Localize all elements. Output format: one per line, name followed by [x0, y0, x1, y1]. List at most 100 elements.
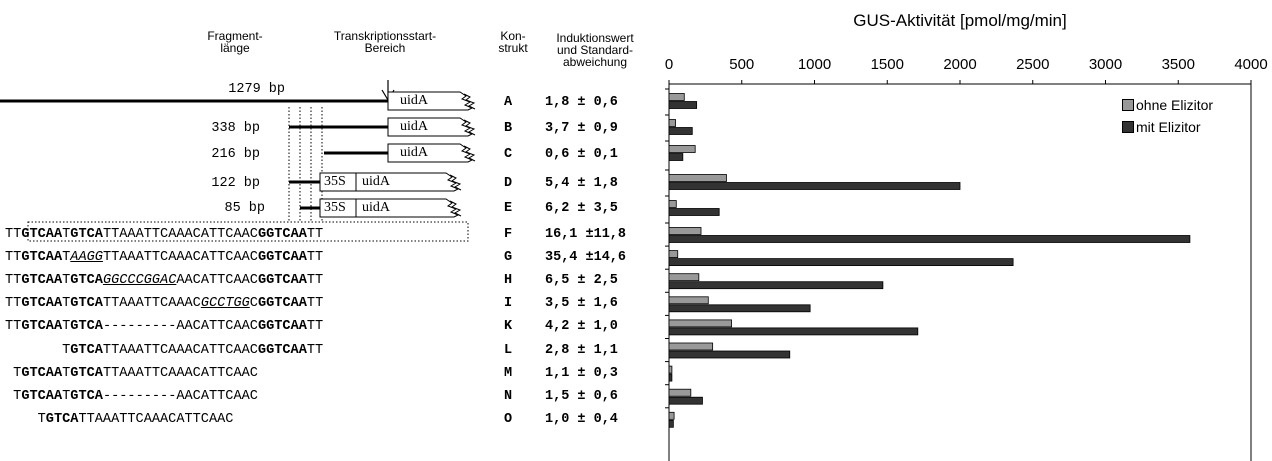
sequence-segment: T	[62, 273, 71, 289]
bar-mit-elizitor	[668, 235, 1191, 243]
induction-value: 1,8 ± 0,6	[545, 95, 618, 110]
conserved-motif: GGTCAA	[257, 273, 307, 289]
x-tick-label: 0	[665, 56, 673, 73]
conserved-motif: GTCAA	[21, 273, 63, 289]
fragment-length-header: Fragment- länge	[190, 30, 280, 54]
induction-value: 35,4 ±14,6	[545, 250, 627, 266]
conserved-motif: GGTCAA	[257, 319, 307, 335]
sequence-segment: AACATTCAAC	[176, 273, 258, 289]
sequence-segment: TTAAATTCAAAC	[102, 296, 201, 312]
x-tick-label: 3000	[1089, 56, 1122, 73]
gene-box	[319, 172, 460, 192]
gene-box-wave	[463, 119, 476, 136]
legend-label-ohne: ohne Elizitor	[1136, 97, 1214, 113]
bar-mit-elizitor	[668, 419, 674, 428]
sequence-segment: TT	[306, 296, 324, 312]
legend-swatch-ohne	[1122, 99, 1134, 111]
conserved-motif: GTCA	[70, 319, 103, 335]
sequence-segment: T	[62, 250, 71, 266]
sequence-text: TTGTCAATGTCATTAAATTCAAACATTCAACGGTCAATT	[5, 227, 323, 243]
konstrukt-label: C	[503, 147, 513, 162]
legend-label-mit: mit Elizitor	[1136, 119, 1201, 135]
conserved-motif: GGTCAA	[257, 342, 307, 358]
conserved-motif: GTCA	[70, 227, 103, 242]
legend-item-mit: mit Elizitor	[1122, 120, 1201, 134]
bar-ohne-elizitor	[668, 342, 714, 351]
induction-value: 6,5 ± 2,5	[545, 273, 618, 289]
conserved-motif: GTCAA	[21, 296, 63, 312]
box-label-35S: 35S	[324, 200, 346, 215]
sequence-segment: T	[62, 227, 71, 242]
mutated-segment: GCCTGG	[200, 296, 250, 312]
bar-mit-elizitor	[668, 127, 693, 135]
conserved-motif: GTCA	[70, 365, 103, 381]
bar-mit-elizitor	[668, 350, 791, 359]
gene-box-wave	[449, 200, 462, 217]
fragment-length-label: 1279 bp	[228, 82, 285, 97]
fragment-length-label: 338 bp	[211, 121, 260, 136]
conserved-motif: GGTCAA	[257, 227, 307, 242]
box-label-uidA: uidA	[400, 145, 428, 160]
induction-value: 3,5 ± 1,6	[545, 296, 618, 312]
bar-ohne-elizitor	[668, 388, 692, 397]
conserved-motif: GTCAA	[21, 365, 63, 381]
chart-title: GUS-Aktivität [pmol/mg/min]	[853, 11, 1067, 30]
header-line: Fragment-	[207, 29, 263, 43]
sequence-segment: TT	[306, 342, 324, 358]
bar-mit-elizitor	[668, 182, 961, 190]
header-line: Kon-	[500, 29, 526, 43]
sequence-text: TTGTCAATGTCATTAAATTCAAACGCCTGGCGGTCAATT	[5, 296, 323, 312]
sequence-text: TTGTCAATAAGGTTAAATTCAAACATTCAACGGTCAATT	[5, 250, 323, 266]
x-tick-label: 500	[729, 56, 754, 73]
induction-value: 1,1 ± 0,3	[545, 365, 618, 381]
conserved-motif: GTCA	[45, 411, 79, 427]
induction-header: Induktionswert und Standard- abweichung	[540, 32, 650, 68]
konstrukt-label: F	[503, 227, 513, 242]
konstrukt-label: K	[503, 319, 513, 335]
legend-swatch-mit	[1122, 121, 1134, 133]
induction-value: 0,6 ± 0,1	[545, 147, 618, 162]
header-line: und Standard-	[556, 43, 634, 57]
konstrukt-label: A	[503, 95, 513, 110]
conserved-motif: GTCAA	[21, 388, 63, 404]
konstrukt-label: I	[503, 296, 513, 312]
conserved-motif: GGTCAA	[257, 250, 307, 266]
bar-ohne-elizitor	[668, 119, 676, 127]
header-line: abweichung	[562, 55, 628, 69]
konstrukt-label: M	[503, 365, 513, 381]
sequence-segment: TT	[5, 227, 22, 242]
bar-mit-elizitor	[668, 153, 684, 161]
sequence-segment: ---------AACATTCAAC	[102, 319, 258, 335]
sequence-segment: T	[62, 319, 71, 335]
sequence-text: TGTCATTAAATTCAAACATTCAACGGTCAATT	[5, 343, 323, 359]
bar-mit-elizitor	[668, 208, 720, 216]
konstrukt-label: D	[503, 176, 513, 191]
konstrukt-label: O	[503, 411, 513, 427]
fragment-length-label: 216 bp	[211, 147, 260, 162]
bar-ohne-elizitor	[668, 174, 727, 182]
bar-mit-elizitor	[668, 304, 811, 313]
sequence-highlight-box	[27, 221, 469, 242]
x-tick-label: 2000	[943, 56, 976, 73]
konstrukt-label: E	[503, 201, 513, 216]
induction-value: 1,0 ± 0,4	[545, 411, 618, 427]
box-label-uidA: uidA	[400, 119, 428, 134]
x-tick-label: 1000	[798, 56, 831, 73]
header-line: länge	[220, 41, 250, 55]
x-tick-label: 1500	[871, 56, 904, 73]
bar-mit-elizitor	[668, 396, 703, 405]
header-line: strukt	[498, 41, 528, 55]
sequence-segment: T	[5, 342, 71, 358]
konstrukt-label: B	[503, 121, 513, 136]
induction-value: 6,2 ± 3,5	[545, 201, 618, 216]
bar-ohne-elizitor	[668, 93, 685, 101]
conserved-motif: GGTCAA	[257, 296, 307, 312]
sequence-segment: TTAAATTCAAACATTCAAC	[102, 227, 258, 242]
fragment-length-label: 85 bp	[224, 201, 265, 216]
sequence-segment: TT	[5, 319, 22, 335]
conserved-motif: GTCA	[70, 388, 103, 404]
konstrukt-label: L	[503, 342, 513, 358]
conserved-motif: GTCA	[70, 296, 103, 312]
conserved-motif: GTCAA	[21, 227, 63, 242]
sequence-segment: TT	[5, 296, 22, 312]
